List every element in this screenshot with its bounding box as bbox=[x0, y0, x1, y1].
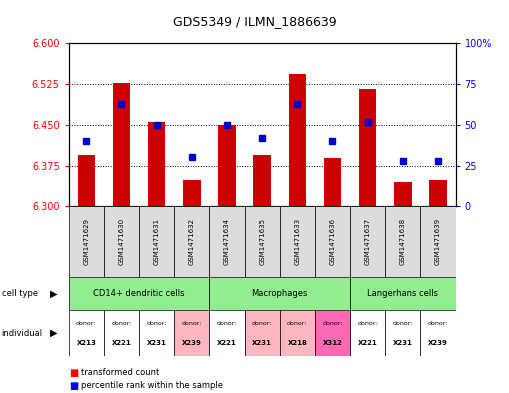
Text: donor:: donor: bbox=[217, 321, 237, 326]
Text: X239: X239 bbox=[428, 340, 448, 346]
Text: X213: X213 bbox=[76, 340, 96, 346]
Text: GSM1471630: GSM1471630 bbox=[119, 218, 125, 265]
Bar bbox=[289, 74, 306, 206]
Text: GSM1471634: GSM1471634 bbox=[224, 218, 230, 265]
Text: donor:: donor: bbox=[111, 321, 132, 326]
Text: GSM1471639: GSM1471639 bbox=[435, 218, 441, 265]
Text: donor:: donor: bbox=[322, 321, 343, 326]
Text: ▶: ▶ bbox=[50, 328, 58, 338]
Bar bbox=[350, 310, 385, 356]
Text: X312: X312 bbox=[323, 340, 343, 346]
Text: Macrophages: Macrophages bbox=[251, 289, 308, 298]
Bar bbox=[112, 83, 130, 206]
Bar bbox=[104, 310, 139, 356]
Bar bbox=[174, 206, 209, 277]
Text: ■: ■ bbox=[69, 367, 78, 378]
Text: X231: X231 bbox=[393, 340, 413, 346]
Text: X221: X221 bbox=[217, 340, 237, 346]
Text: X218: X218 bbox=[288, 340, 307, 346]
Bar bbox=[315, 206, 350, 277]
Bar bbox=[324, 158, 341, 206]
Bar bbox=[385, 310, 420, 356]
Bar bbox=[350, 277, 456, 310]
Text: donor:: donor: bbox=[428, 321, 448, 326]
Bar bbox=[280, 206, 315, 277]
Bar bbox=[183, 180, 201, 206]
Bar bbox=[69, 206, 104, 277]
Text: donor:: donor: bbox=[287, 321, 307, 326]
Text: CD14+ dendritic cells: CD14+ dendritic cells bbox=[93, 289, 185, 298]
Bar bbox=[139, 310, 174, 356]
Bar bbox=[280, 310, 315, 356]
Bar bbox=[104, 206, 139, 277]
Text: donor:: donor: bbox=[182, 321, 202, 326]
Bar bbox=[253, 155, 271, 206]
Text: cell type: cell type bbox=[2, 289, 38, 298]
Text: GSM1471629: GSM1471629 bbox=[83, 218, 89, 265]
Bar bbox=[359, 90, 377, 206]
Bar bbox=[420, 206, 456, 277]
Bar bbox=[350, 206, 385, 277]
Bar bbox=[139, 206, 174, 277]
Bar bbox=[394, 182, 412, 206]
Bar bbox=[77, 155, 95, 206]
Text: GSM1471637: GSM1471637 bbox=[364, 218, 371, 265]
Text: X221: X221 bbox=[111, 340, 131, 346]
Text: ■: ■ bbox=[69, 381, 78, 391]
Bar bbox=[244, 310, 280, 356]
Text: GSM1471631: GSM1471631 bbox=[154, 218, 160, 265]
Text: percentile rank within the sample: percentile rank within the sample bbox=[81, 382, 223, 390]
Bar bbox=[209, 310, 244, 356]
Text: X231: X231 bbox=[252, 340, 272, 346]
Text: donor:: donor: bbox=[76, 321, 97, 326]
Text: transformed count: transformed count bbox=[81, 368, 160, 377]
Text: GSM1471635: GSM1471635 bbox=[259, 218, 265, 265]
Bar bbox=[69, 310, 104, 356]
Text: GSM1471638: GSM1471638 bbox=[400, 218, 406, 265]
Text: GSM1471632: GSM1471632 bbox=[189, 218, 195, 265]
Text: GDS5349 / ILMN_1886639: GDS5349 / ILMN_1886639 bbox=[173, 15, 336, 28]
Bar bbox=[315, 310, 350, 356]
Text: X239: X239 bbox=[182, 340, 202, 346]
Text: X231: X231 bbox=[147, 340, 166, 346]
Bar bbox=[209, 277, 350, 310]
Text: ▶: ▶ bbox=[50, 289, 58, 299]
Text: GSM1471636: GSM1471636 bbox=[329, 218, 335, 265]
Bar bbox=[209, 206, 244, 277]
Text: donor:: donor: bbox=[357, 321, 378, 326]
Text: donor:: donor: bbox=[147, 321, 167, 326]
Text: donor:: donor: bbox=[252, 321, 272, 326]
Bar bbox=[385, 206, 420, 277]
Text: donor:: donor: bbox=[392, 321, 413, 326]
Text: Langerhans cells: Langerhans cells bbox=[367, 289, 438, 298]
Bar bbox=[244, 206, 280, 277]
Bar bbox=[174, 310, 209, 356]
Bar bbox=[148, 122, 165, 206]
Bar bbox=[429, 180, 447, 206]
Bar bbox=[218, 125, 236, 206]
Text: GSM1471633: GSM1471633 bbox=[294, 218, 300, 265]
Text: individual: individual bbox=[2, 329, 43, 338]
Text: X221: X221 bbox=[358, 340, 378, 346]
Bar bbox=[69, 277, 209, 310]
Bar bbox=[420, 310, 456, 356]
